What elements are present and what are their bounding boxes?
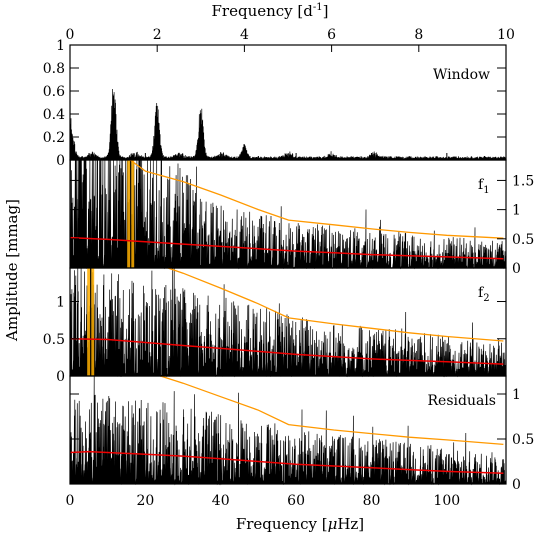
panel-label-residuals: Residuals	[428, 393, 496, 409]
top-tick-label: 0	[66, 27, 75, 43]
bottom-tick-label: 0	[66, 493, 75, 509]
y-tick-label: 0	[56, 153, 65, 169]
significance-curve	[129, 159, 504, 239]
bottom-tick-label: 80	[363, 493, 381, 509]
spectrum-trace	[69, 159, 507, 270]
y-tick-label: 0.6	[43, 84, 65, 100]
top-tick-label: 4	[240, 27, 249, 43]
bottom-tick-label: 100	[433, 493, 460, 509]
y-tick-label: 1	[512, 387, 521, 403]
y-tick-label: 0.4	[43, 107, 65, 123]
residuals-panel: 00.51	[69, 375, 534, 493]
top-tick-label: 6	[327, 27, 336, 43]
top-axis-title: Frequency [d-1]	[212, 2, 329, 20]
top-tick-label: 8	[414, 27, 423, 43]
significance-curve	[160, 375, 504, 446]
y-tick-label: 1	[56, 38, 65, 54]
panel-frame	[69, 44, 507, 161]
y-tick-label: 0.5	[512, 432, 534, 448]
noise-curve	[69, 338, 504, 365]
bottom-axis-ticks: 0 20 40 60 80 100	[66, 493, 461, 509]
spectrum-trace	[69, 88, 507, 161]
window-panel: 0 0.2 0.4 0.6 0.8 1	[43, 38, 507, 169]
bottom-axis-title: Frequency [μHz]	[236, 515, 364, 533]
bottom-tick-label: 60	[287, 493, 305, 509]
y-tick-label: 0	[512, 477, 521, 493]
significance-curve	[167, 267, 504, 342]
bottom-tick-label: 40	[212, 493, 230, 509]
y-tick-label: 1	[512, 203, 521, 219]
y-tick-label: 1	[56, 295, 65, 311]
y-tick-label: 0.5	[512, 232, 534, 248]
y-tick-label: 1.5	[512, 173, 534, 189]
top-tick-label: 2	[153, 27, 162, 43]
spectrum-trace	[69, 267, 507, 378]
top-tick-label: 10	[497, 27, 515, 43]
panel-frame	[69, 375, 507, 485]
bottom-tick-label: 20	[136, 493, 154, 509]
y-tick-label: 0	[512, 261, 521, 277]
y-axis-title: Amplitude [mmag]	[3, 199, 21, 342]
y-tick-label: 0	[56, 369, 65, 385]
f2-panel: 00.51	[43, 267, 507, 385]
panel-label-f2: f2	[478, 285, 490, 304]
y-tick-label: 0.8	[43, 61, 65, 77]
y-tick-label: 0.5	[43, 332, 65, 348]
noise-curve	[69, 450, 504, 474]
f1-panel: 0 0.5 1 1.5	[69, 159, 534, 277]
top-axis-ticks: 0 2 4 6 8 10	[66, 27, 515, 52]
y-tick-label: 0.2	[43, 130, 65, 146]
panel-label-f1: f1	[478, 177, 490, 196]
panel-label-window: Window	[433, 67, 490, 83]
noise-curve	[69, 236, 504, 260]
